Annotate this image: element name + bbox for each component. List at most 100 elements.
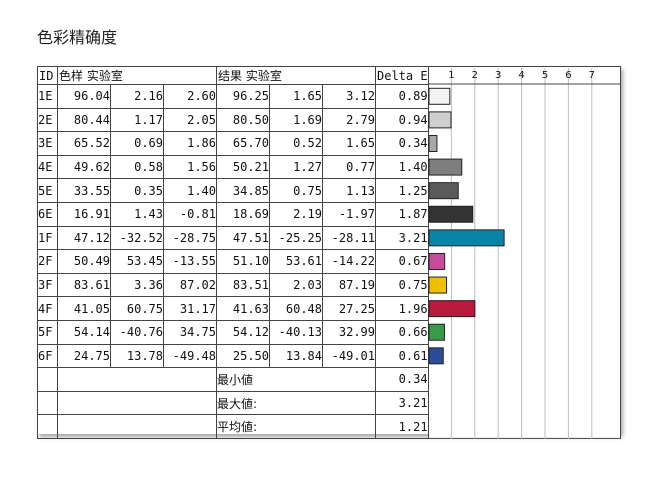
- result-lab-1: 80.50: [216, 107, 270, 133]
- table-row: 4E 49.62 0.58 1.56 50.21 1.27 0.77 1.40: [37, 154, 429, 180]
- summary-blank-cell: [57, 367, 217, 392]
- summary-label: 最大値:: [216, 390, 376, 416]
- delta-e-value: 0.66: [375, 319, 429, 345]
- tick-label: 7: [589, 70, 595, 81]
- tick-label: 1: [448, 70, 454, 81]
- header-delta-e: Delta E: [375, 66, 429, 85]
- result-lab-2: 1.65: [269, 84, 323, 109]
- sample-lab-2: -32.52: [110, 225, 164, 251]
- summary-row: 最小値 0.34: [37, 367, 429, 392]
- bar-6E: [428, 205, 474, 223]
- bar-1F: [428, 229, 505, 247]
- summary-blank-cell: [57, 390, 217, 416]
- table-row: 3F 83.61 3.36 87.02 83.51 2.03 87.19 0.75: [37, 272, 429, 298]
- sample-lab-2: 0.35: [110, 178, 164, 203]
- result-lab-1: 25.50: [216, 343, 270, 369]
- row-id: 1E: [37, 84, 58, 109]
- sample-lab-3: -13.55: [163, 249, 217, 274]
- row-id: 6F: [37, 343, 58, 369]
- sample-lab-1: 96.04: [57, 84, 111, 109]
- delta-e-value: 0.34: [375, 131, 429, 156]
- tick-label: 6: [565, 70, 571, 81]
- table-row: 6E 16.91 1.43 -0.81 18.69 2.19 -1.97 1.87: [37, 201, 429, 227]
- sample-lab-1: 49.62: [57, 154, 111, 180]
- result-lab-1: 47.51: [216, 225, 270, 251]
- sample-lab-2: -40.76: [110, 319, 164, 345]
- result-lab-1: 83.51: [216, 272, 270, 298]
- row-id: 4E: [37, 154, 58, 180]
- sample-lab-3: -49.48: [163, 343, 217, 369]
- bar-3E: [428, 134, 438, 152]
- delta-e-value: 1.96: [375, 296, 429, 321]
- bar-1E: [428, 87, 451, 105]
- sample-lab-1: 54.14: [57, 319, 111, 345]
- sample-lab-1: 65.52: [57, 131, 111, 156]
- delta-e-value: 1.40: [375, 154, 429, 180]
- sample-lab-1: 47.12: [57, 225, 111, 251]
- bar-4E: [428, 158, 463, 176]
- result-lab-2: 1.27: [269, 154, 323, 180]
- table-row: 1E 96.04 2.16 2.60 96.25 1.65 3.12 0.89: [37, 84, 429, 109]
- summary-blank-cell: [37, 390, 58, 416]
- sample-lab-3: 1.56: [163, 154, 217, 180]
- header-sample: 色样 实验室: [57, 66, 217, 85]
- summary-label: 平均値:: [216, 414, 376, 439]
- color-accuracy-panel: ID 色样 实验室 结果 实验室 Delta E 1E 96.04 2.16 2.60…: [37, 66, 621, 439]
- delta-e-value: 0.67: [375, 249, 429, 274]
- delta-e-value: 0.61: [375, 343, 429, 369]
- result-lab-2: 2.03: [269, 272, 323, 298]
- result-lab-3: -14.22: [322, 249, 376, 274]
- result-lab-1: 34.85: [216, 178, 270, 203]
- summary-row: 最大値: 3.21: [37, 390, 429, 416]
- summary-blank-cell: [57, 414, 217, 439]
- result-lab-3: 1.65: [322, 131, 376, 156]
- sample-lab-2: 53.45: [110, 249, 164, 274]
- bar-4F: [428, 300, 476, 318]
- delta-e-value: 0.75: [375, 272, 429, 298]
- delta-e-bar-chart: 1 2 3 4 5 6 7: [428, 66, 621, 439]
- sample-lab-3: 34.75: [163, 319, 217, 345]
- header-result: 结果 实验室: [216, 66, 376, 85]
- result-lab-1: 41.63: [216, 296, 270, 321]
- result-lab-2: 0.52: [269, 131, 323, 156]
- result-lab-2: 2.19: [269, 201, 323, 227]
- row-id: 5E: [37, 178, 58, 203]
- table-row: 1F 47.12 -32.52 -28.75 47.51 -25.25 -28.11 3.21: [37, 225, 429, 251]
- result-lab-2: -40.13: [269, 319, 323, 345]
- sample-lab-1: 83.61: [57, 272, 111, 298]
- row-id: 4F: [37, 296, 58, 321]
- delta-e-value: 1.87: [375, 201, 429, 227]
- bar-5F: [428, 323, 445, 341]
- result-lab-2: 0.75: [269, 178, 323, 203]
- sample-lab-2: 13.78: [110, 343, 164, 369]
- result-lab-3: 87.19: [322, 272, 376, 298]
- result-lab-3: 27.25: [322, 296, 376, 321]
- row-id: 2E: [37, 107, 58, 133]
- summary-label: 最小値: [216, 367, 376, 392]
- sample-lab-2: 1.17: [110, 107, 164, 133]
- bar-2F: [428, 252, 446, 270]
- sample-lab-1: 16.91: [57, 201, 111, 227]
- table-header-row: ID 色样 实验室 结果 实验室 Delta E: [37, 66, 429, 85]
- tick-label: 5: [542, 70, 548, 81]
- result-lab-3: -28.11: [322, 225, 376, 251]
- row-id: 2F: [37, 249, 58, 274]
- sample-lab-2: 2.16: [110, 84, 164, 109]
- delta-e-value: 0.94: [375, 107, 429, 133]
- sample-lab-1: 33.55: [57, 178, 111, 203]
- summary-value: 1.21: [375, 414, 429, 439]
- bar-3F: [428, 276, 448, 294]
- result-lab-1: 54.12: [216, 319, 270, 345]
- summary-row: 平均値: 1.21: [37, 414, 429, 439]
- sample-lab-3: 31.17: [163, 296, 217, 321]
- row-id: 3F: [37, 272, 58, 298]
- summary-blank-cell: [37, 414, 58, 439]
- result-lab-2: -25.25: [269, 225, 323, 251]
- result-lab-3: 0.77: [322, 154, 376, 180]
- tick-label: 2: [472, 70, 478, 81]
- result-lab-1: 51.10: [216, 249, 270, 274]
- result-lab-2: 13.84: [269, 343, 323, 369]
- result-lab-1: 96.25: [216, 84, 270, 109]
- result-lab-3: 3.12: [322, 84, 376, 109]
- summary-value: 0.34: [375, 367, 429, 392]
